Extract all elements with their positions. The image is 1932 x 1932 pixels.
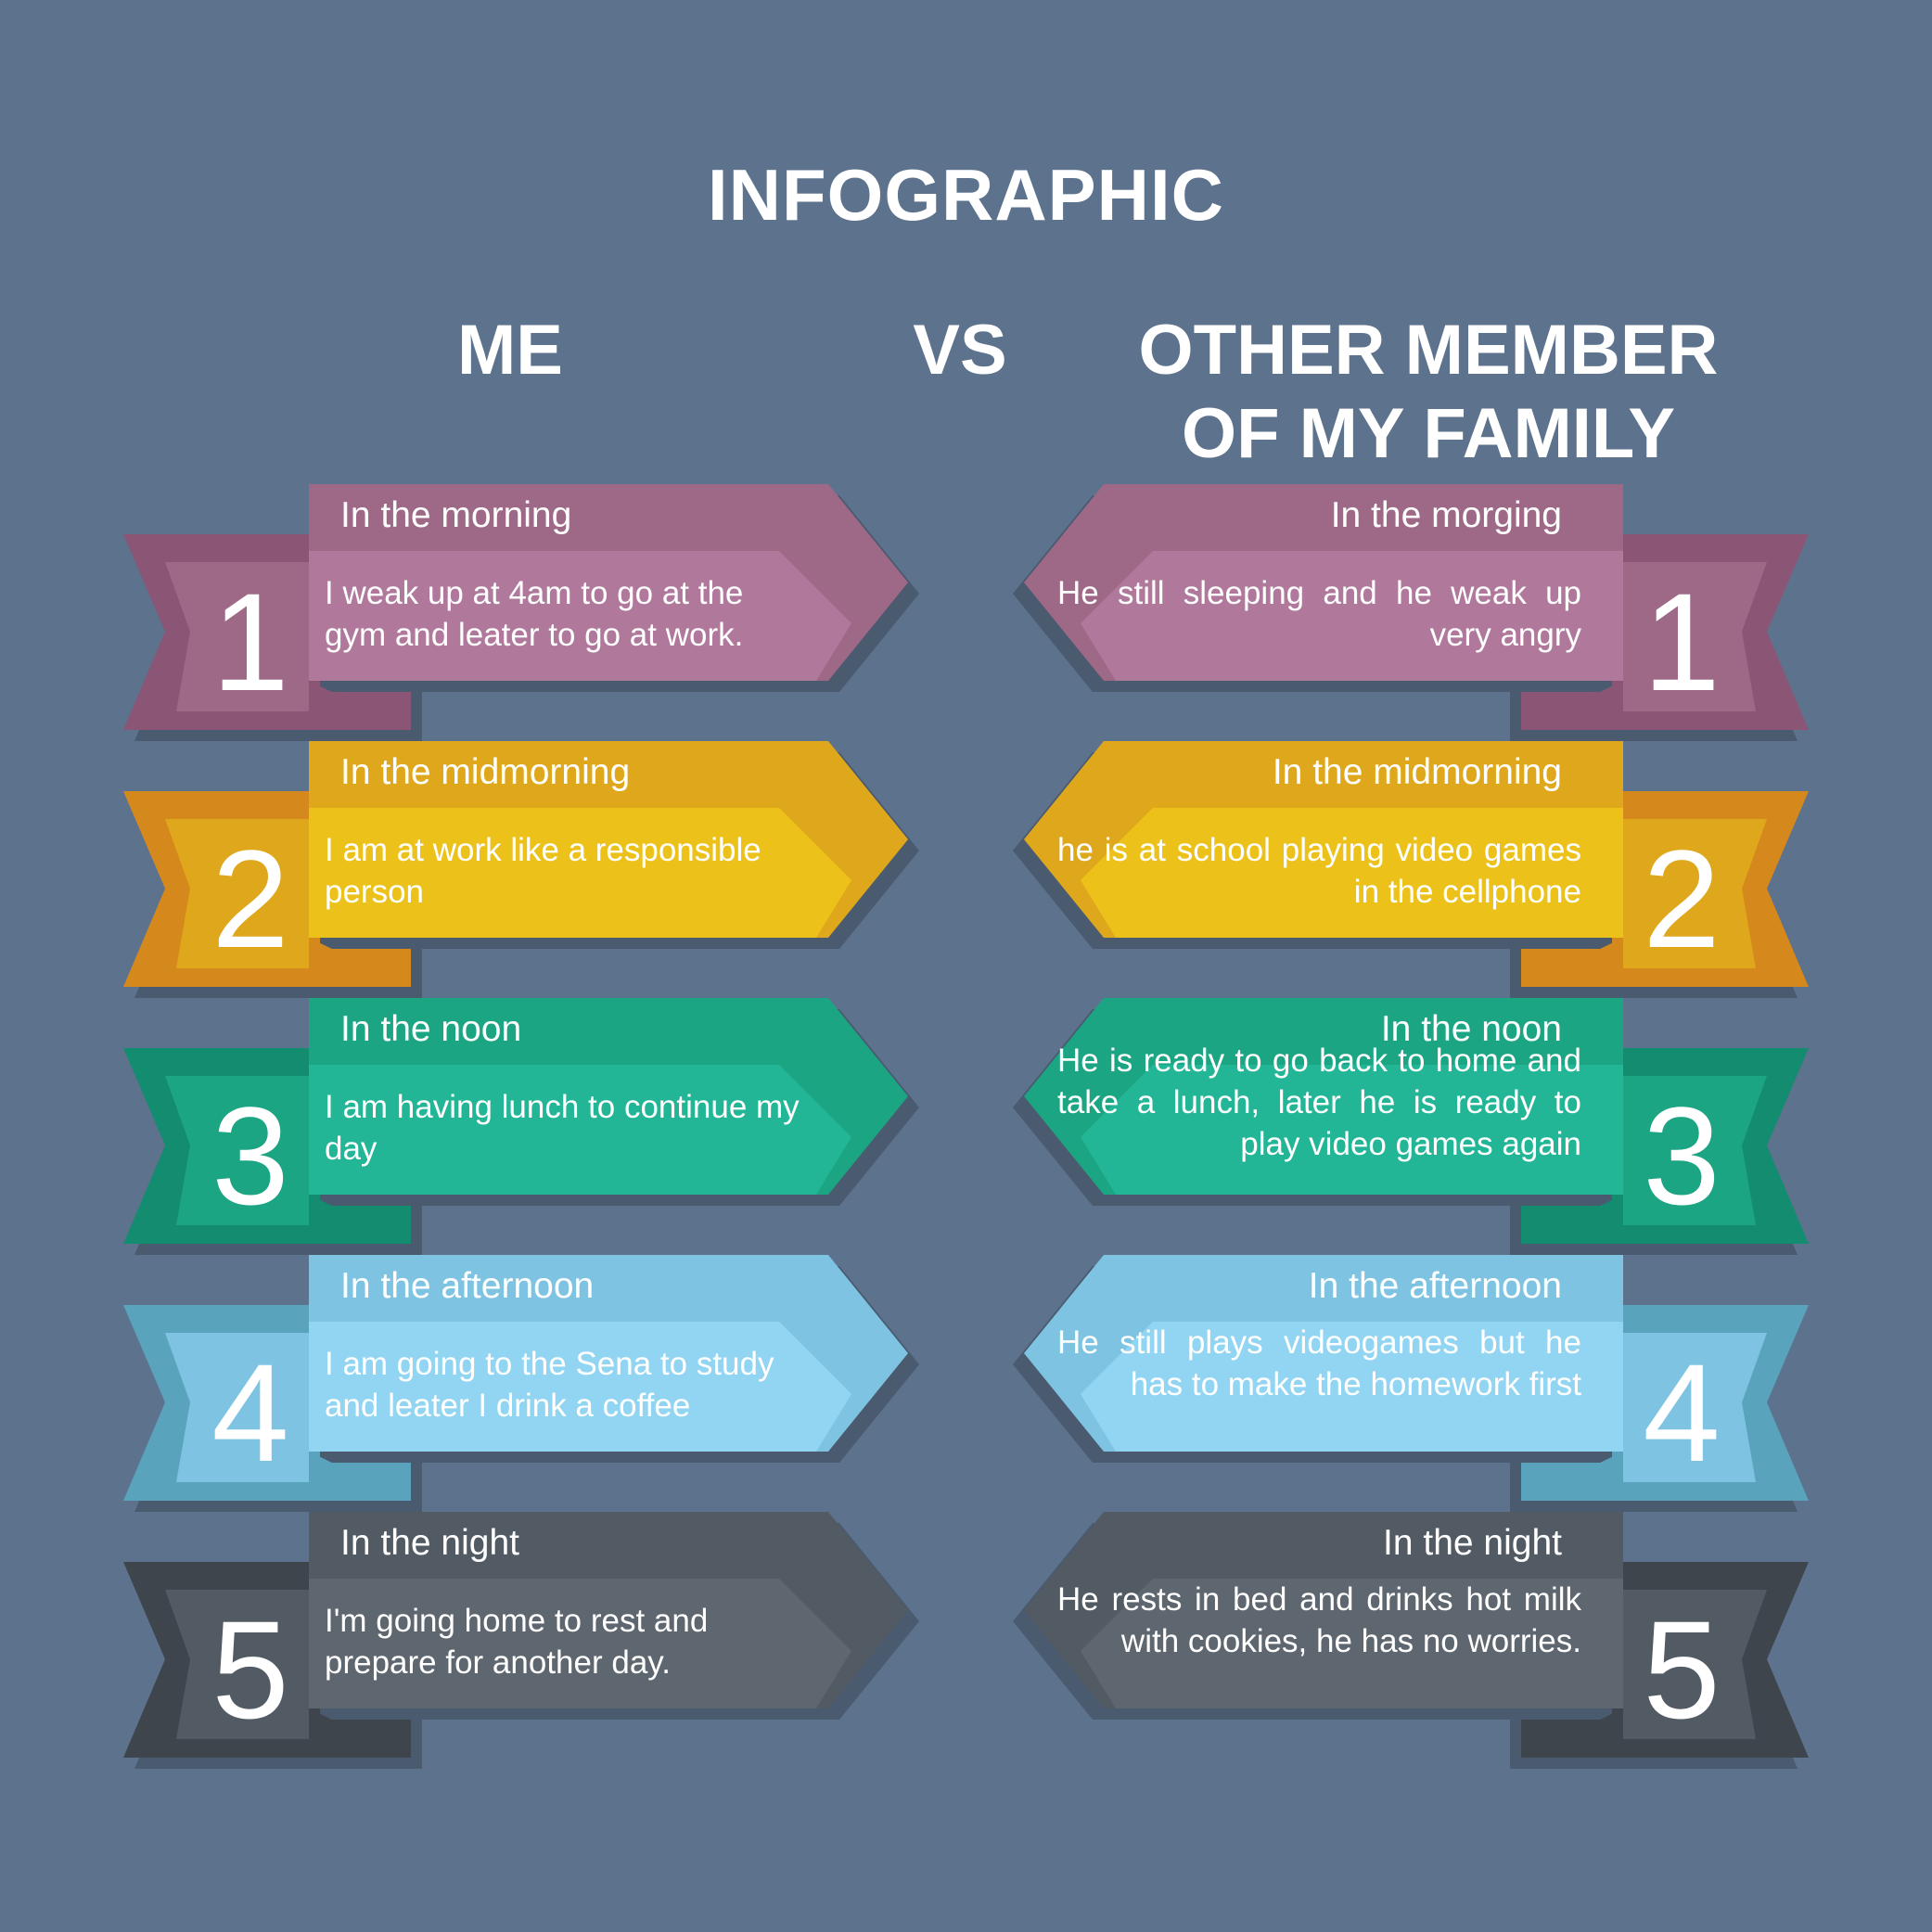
time-label-other: In the afternoon — [1308, 1266, 1562, 1306]
step-number-left: 3 — [211, 1078, 289, 1234]
arrow-banner-highlight — [1081, 1065, 1623, 1195]
ribbon-fold — [309, 1452, 411, 1501]
time-label-other: In the night — [1383, 1523, 1562, 1563]
arrow-banner-highlight — [1081, 551, 1623, 681]
activity-other: he is at school playing video games in t… — [1057, 832, 1581, 910]
activity-other: He still sleeping and he weak up very an… — [1057, 575, 1581, 653]
ribbon-fold — [1521, 1708, 1623, 1758]
time-label-me: In the night — [340, 1523, 519, 1563]
ribbon-tail-inner — [165, 1590, 309, 1739]
ribbon-tail-inner — [1623, 1076, 1767, 1225]
ribbon-tail-inner — [165, 1333, 309, 1482]
step-number-left: 5 — [211, 1592, 289, 1747]
step-number-right: 1 — [1643, 564, 1721, 720]
ribbon-tail-inner — [165, 562, 309, 711]
arrow-banner-highlight — [309, 1579, 851, 1708]
time-label-me: In the midmorning — [340, 752, 631, 792]
activity-me: I weak up at 4am to go at the gym and le… — [325, 575, 744, 653]
header-other-line1: OTHER MEMBER — [1138, 311, 1719, 390]
step-number-right: 2 — [1643, 821, 1721, 977]
time-label-me: In the morning — [340, 495, 572, 535]
activity-other: He is ready to go back to home and take … — [1057, 1043, 1581, 1162]
step-number-left: 2 — [211, 821, 289, 977]
ribbon-fold — [309, 681, 411, 730]
arrow-banner-highlight — [309, 1065, 851, 1195]
activity-other: He rests in bed and drinks hot milk with… — [1057, 1581, 1581, 1659]
ribbon-tail-inner — [1623, 819, 1767, 968]
time-label-other: In the morging — [1330, 495, 1562, 535]
time-label-other: In the midmorning — [1272, 752, 1562, 792]
header-vs: VS — [913, 311, 1007, 390]
ribbon-fold — [309, 1195, 411, 1244]
ribbon-fold — [309, 1708, 411, 1758]
ribbon-fold — [1521, 681, 1623, 730]
arrow-banner-highlight — [309, 551, 851, 681]
activity-me: I am having lunch to continue my day — [325, 1089, 800, 1167]
step-number-right: 4 — [1643, 1335, 1721, 1491]
step-number-right: 5 — [1643, 1592, 1721, 1747]
activity-me: I am going to the Sena to study and leat… — [325, 1346, 774, 1424]
activity-other: He still plays videogames but he has to … — [1057, 1324, 1581, 1402]
ribbon-fold — [1521, 1195, 1623, 1244]
arrow-banner-highlight — [1081, 1579, 1623, 1708]
ribbon-fold — [1521, 938, 1623, 987]
time-label-other: In the noon — [1380, 1009, 1562, 1049]
activity-me: I am at work like a responsible person — [325, 832, 761, 910]
header-other-member: OTHER MEMBER OF MY FAMILY — [1085, 309, 1772, 476]
step-number-right: 3 — [1643, 1078, 1721, 1234]
page-title: INFOGRAPHIC — [708, 154, 1224, 236]
header-me: ME — [457, 311, 563, 390]
ribbon-fold — [309, 938, 411, 987]
ribbon-tail-inner — [165, 1076, 309, 1225]
ribbon-tail-inner — [1623, 562, 1767, 711]
step-number-left: 4 — [211, 1335, 289, 1491]
step-number-left: 1 — [211, 564, 289, 720]
ribbon-fold — [1521, 1452, 1623, 1501]
activity-me: I'm going home to rest and prepare for a… — [325, 1603, 709, 1681]
arrow-banner-highlight — [309, 1322, 851, 1452]
ribbon-tail-inner — [1623, 1333, 1767, 1482]
ribbon-tail-inner — [1623, 1590, 1767, 1739]
arrow-banner-highlight — [1081, 1322, 1623, 1452]
time-label-me: In the noon — [340, 1009, 522, 1049]
arrow-banner-highlight — [309, 808, 851, 938]
ribbon-tail-inner — [165, 819, 309, 968]
arrow-banner-highlight — [1081, 808, 1623, 938]
time-label-me: In the afternoon — [340, 1266, 595, 1306]
header-other-line2: OF MY FAMILY — [1181, 394, 1676, 473]
